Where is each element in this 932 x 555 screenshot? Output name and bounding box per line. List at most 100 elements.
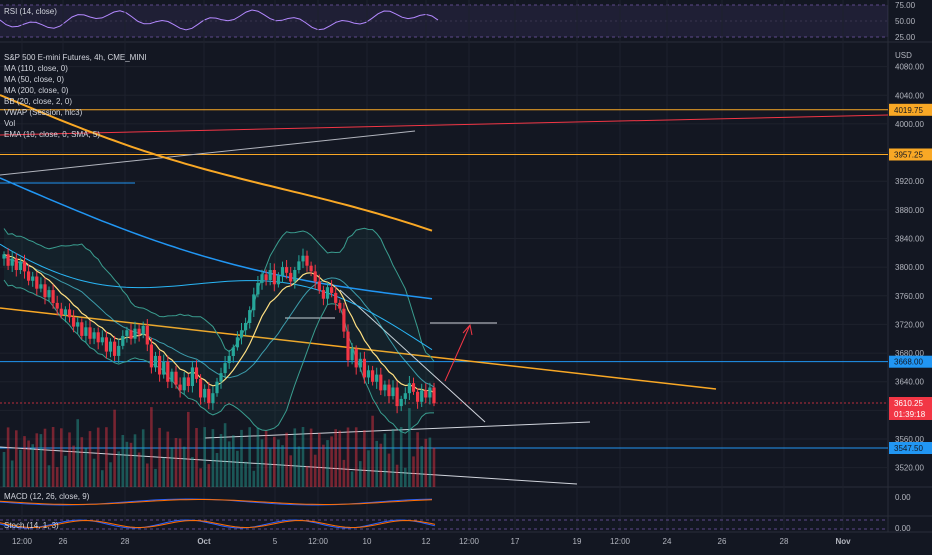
legend-bb[interactable]: BB (20, close, 2, 0) — [4, 97, 73, 106]
candle-body — [203, 388, 207, 398]
volume-bar — [232, 435, 235, 487]
volume-bar — [432, 447, 436, 487]
candle — [141, 321, 145, 339]
time-tick-label: 26 — [718, 537, 727, 546]
volume-bar — [88, 431, 92, 487]
candle — [371, 365, 375, 386]
volume-bar — [96, 427, 100, 487]
candle — [129, 323, 133, 345]
candle-body — [84, 327, 88, 336]
volume-bar — [68, 432, 71, 487]
volume-bar — [399, 427, 403, 487]
legend-symbol[interactable]: S&P 500 E-mini Futures, 4h, CME_MINI — [4, 53, 147, 62]
candle — [428, 382, 432, 405]
legend-ma110[interactable]: MA (110, close, 0) — [4, 64, 68, 73]
volume-bar — [191, 457, 194, 487]
volume-bar — [322, 444, 325, 487]
candle-body — [309, 265, 313, 272]
trend-line-white-down — [339, 289, 486, 423]
candle-body — [96, 332, 100, 343]
candle — [27, 264, 31, 286]
candle — [432, 382, 436, 407]
volume-bar — [2, 452, 6, 487]
legend-ma200[interactable]: MA (200, close, 0) — [4, 86, 69, 95]
legend-vol[interactable]: Vol — [4, 119, 16, 128]
candle-body — [387, 384, 391, 397]
volume-bar — [195, 428, 198, 487]
candle-body — [76, 322, 80, 327]
rsi-tick-label: 25.00 — [895, 33, 916, 42]
volume-bar — [285, 432, 288, 487]
volume-bar — [10, 460, 14, 487]
candle-body — [158, 355, 162, 375]
price-tick-label: 3520.00 — [895, 464, 924, 473]
candle-body — [297, 261, 301, 270]
volume-bar — [379, 443, 383, 487]
volume-bar — [19, 449, 22, 487]
candle — [113, 335, 117, 361]
volume-bar — [187, 411, 190, 487]
volume-bar — [334, 429, 337, 487]
volume-bar — [350, 471, 354, 487]
candle — [178, 377, 182, 398]
volume-bar — [162, 457, 165, 487]
trend-line-orange — [0, 307, 717, 390]
candle — [137, 323, 141, 342]
trend-line-grey-upper — [0, 130, 416, 176]
candle-body — [350, 348, 354, 361]
volume-bar — [174, 438, 178, 487]
legend-vwap[interactable]: VWAP (Session, hlc3) — [4, 108, 83, 117]
candle-body — [100, 337, 104, 343]
price-badge-bg — [889, 442, 932, 454]
volume-bar — [105, 427, 108, 487]
volume-bar — [281, 445, 284, 487]
candle — [313, 264, 317, 289]
candle — [342, 302, 346, 338]
price-tick-label: 4040.00 — [895, 91, 924, 100]
candle — [239, 323, 244, 345]
volume-bar — [92, 458, 96, 487]
candle-body — [88, 327, 92, 339]
candle-body — [178, 384, 182, 391]
candle — [383, 380, 387, 397]
volume-bar — [166, 431, 170, 487]
stoch-tick-label: 0.00 — [895, 524, 911, 533]
candle — [260, 269, 264, 290]
candle-body — [145, 325, 149, 345]
price-axis-badge: 3668.00 — [889, 355, 932, 368]
candle — [280, 261, 285, 283]
candle — [117, 338, 121, 363]
candle — [321, 285, 325, 306]
candle — [268, 263, 272, 286]
time-tick-label: 12:00 — [610, 537, 631, 546]
volume-bar — [80, 437, 84, 487]
legend-ma50[interactable]: MA (50, close, 0) — [4, 75, 65, 84]
candle-body — [366, 370, 371, 378]
trend-line-red — [0, 114, 889, 136]
candle — [379, 367, 383, 395]
legend-ema[interactable]: EMA (10, close, 0, SMA, 5) — [4, 130, 101, 139]
volume-bar — [354, 427, 358, 487]
stoch-d-line — [0, 519, 436, 529]
volume-bar — [121, 435, 125, 487]
candle — [174, 365, 178, 389]
price-tick-label: 3640.00 — [895, 378, 924, 387]
volume-bar — [301, 427, 305, 487]
volume-bar — [289, 455, 292, 487]
candle-body — [137, 328, 141, 335]
candle-body — [47, 290, 51, 298]
candle-body — [325, 287, 330, 299]
candle — [104, 331, 108, 359]
candle — [35, 271, 39, 296]
volume-bar — [268, 448, 272, 487]
candle — [43, 277, 47, 305]
candle — [366, 365, 371, 384]
candle-body — [6, 254, 10, 266]
volume-bar — [297, 446, 301, 487]
volume-bar — [313, 454, 317, 487]
volume-bar — [387, 453, 391, 487]
rsi-tick-label: 50.00 — [895, 17, 916, 26]
candle — [346, 324, 350, 367]
